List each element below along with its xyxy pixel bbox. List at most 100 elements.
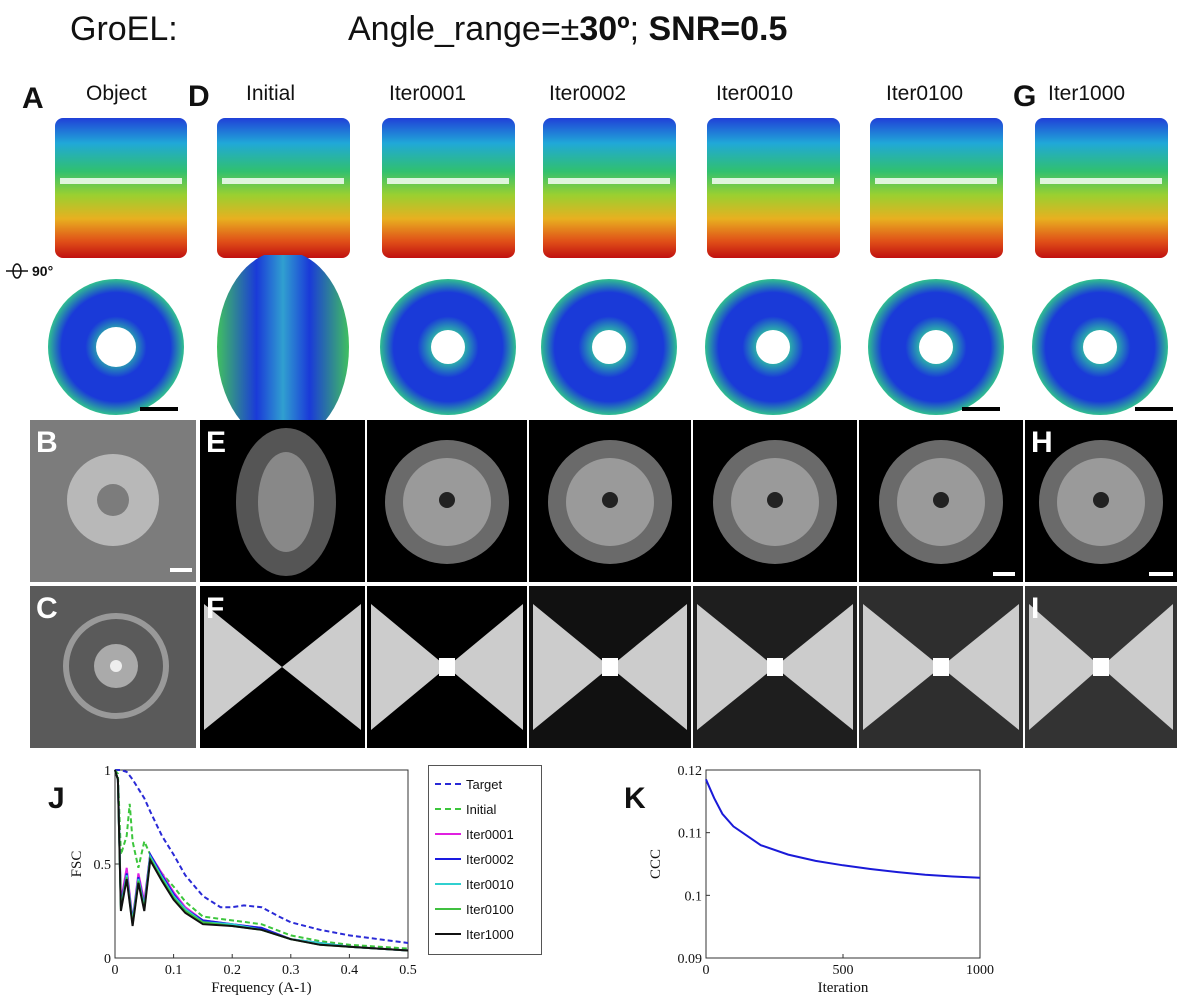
rotate-icon <box>6 263 28 279</box>
legend-swatch <box>435 808 461 810</box>
panel-label-b: B <box>36 426 58 459</box>
ccc-chart: 0 500 1000 0.09 0.1 0.11 0.12 Iteration CCC <box>648 764 994 996</box>
legend-item-iter0002: Iter0002 <box>435 849 514 869</box>
y-tick-label: 0.5 <box>94 858 112 873</box>
legend-swatch <box>435 908 461 910</box>
panel-c-spectrum: C <box>30 586 196 748</box>
legend-swatch <box>435 783 461 785</box>
rotation-indicator: 90° <box>6 262 53 280</box>
panel-label-i: I <box>1031 592 1040 625</box>
fsc-chart: 0 0.1 0.2 0.3 0.4 0.5 0 0.5 1 Frequency (A-1) FSC <box>69 764 417 996</box>
side-map-iter0001 <box>382 118 515 258</box>
legend-label: Initial <box>466 801 497 817</box>
column-label-iter0100: Iter0100 <box>886 82 964 105</box>
x-tick-label: 0.2 <box>223 963 241 978</box>
y-tick-label: 0.11 <box>678 827 702 842</box>
panel-label-h: H <box>1031 426 1053 459</box>
top-map-iter0010 <box>705 279 841 415</box>
side-map-iter0100 <box>870 118 1003 258</box>
legend-swatch <box>435 933 461 935</box>
side-map-iter1000 <box>1035 118 1168 258</box>
x-tick-label: 1000 <box>966 963 994 978</box>
legend-item-iter0010: Iter0010 <box>435 874 514 894</box>
legend-label: Iter0010 <box>466 876 514 892</box>
column-label-iter1000: Iter1000 <box>1048 82 1126 105</box>
panel-f-iter0010 <box>693 586 857 748</box>
x-tick-label: 0.1 <box>165 963 183 978</box>
panel-label-c: C <box>36 592 58 625</box>
x-tick-label: 0 <box>703 963 710 978</box>
legend-swatch <box>435 883 461 885</box>
fsc-legend: Target Initial Iter0001 Iter0002 Iter0010 Ite… <box>428 765 542 955</box>
panel-f-iter0002 <box>529 586 691 748</box>
legend-swatch <box>435 833 461 835</box>
top-map-object <box>48 279 184 415</box>
side-map-initial <box>217 118 350 258</box>
panel-e-iter0002 <box>529 420 691 582</box>
series-line-iter1000 <box>114 769 409 952</box>
panel-f-iter0100 <box>859 586 1023 748</box>
series-line-initial <box>114 769 409 950</box>
figure-title-right: Angle_range=±30º; SNR=0.5 <box>348 10 787 49</box>
figure-title-left: GroEL: <box>70 10 178 48</box>
y-tick-label: 0.09 <box>678 952 703 967</box>
snr-value: SNR=0.5 <box>648 10 788 48</box>
top-map-iter0100 <box>868 279 1004 415</box>
panel-label-e: E <box>206 426 227 459</box>
panel-e-iter0010 <box>693 420 857 582</box>
panel-f-initial: F <box>200 586 365 748</box>
side-view-row <box>55 118 1168 258</box>
angle-value: 30º <box>579 10 630 48</box>
column-label-object: Object <box>86 82 147 105</box>
legend-label: Target <box>466 776 503 792</box>
top-map-iter1000 <box>1032 279 1168 415</box>
legend-item-iter0100: Iter0100 <box>435 899 514 919</box>
y-axis-label: FSC <box>69 851 85 878</box>
x-axis-label: Frequency (A-1) <box>211 980 311 996</box>
panel-i-spectrum: I <box>1025 586 1177 748</box>
panel-h-slice: H <box>1025 420 1177 582</box>
y-tick-label: 0.12 <box>678 764 703 779</box>
top-map-initial <box>217 255 349 435</box>
legend-item-initial: Initial <box>435 799 496 819</box>
panel-label-a: A <box>22 82 44 115</box>
legend-label: Iter1000 <box>466 926 514 942</box>
legend-item-iter1000: Iter1000 <box>435 924 514 944</box>
scale-bar-g <box>1135 407 1173 411</box>
top-map-iter0002 <box>541 279 677 415</box>
top-view-row <box>48 255 1173 435</box>
legend-item-iter0001: Iter0001 <box>435 824 514 844</box>
scale-bar-h <box>1149 572 1173 576</box>
scale-bar-d <box>962 407 1000 411</box>
x-axis-label: Iteration <box>818 980 869 996</box>
x-tick-label: 0.5 <box>399 963 417 978</box>
legend-item-target: Target <box>435 774 502 794</box>
scale-bar-a <box>140 407 178 411</box>
panel-e-initial: E <box>200 420 365 582</box>
angle-range-label: Angle_range=± <box>348 10 580 48</box>
x-tick-label: 0 <box>112 963 119 978</box>
scale-bar-e <box>993 572 1015 576</box>
title-separator: ; <box>629 10 649 48</box>
panel-label-d: D <box>188 80 210 113</box>
column-label-iter0001: Iter0001 <box>389 82 467 105</box>
side-map-iter0002 <box>543 118 676 258</box>
series-line-target <box>115 769 409 944</box>
scale-bar-b <box>170 568 192 572</box>
panel-label-f: F <box>206 592 225 625</box>
column-label-iter0002: Iter0002 <box>549 82 627 105</box>
plot-frame <box>705 769 981 959</box>
x-tick-label: 0.3 <box>282 963 300 978</box>
panel-f-iter0001 <box>367 586 527 748</box>
y-tick-label: 0.1 <box>685 889 703 904</box>
legend-label: Iter0100 <box>466 901 514 917</box>
side-map-iter0010 <box>707 118 840 258</box>
legend-swatch <box>435 858 461 860</box>
legend-label: Iter0002 <box>466 851 514 867</box>
top-map-iter0001 <box>380 279 516 415</box>
panel-e-iter0100 <box>859 420 1023 582</box>
panel-label-j: J <box>48 782 65 815</box>
y-axis-label: CCC <box>648 849 664 879</box>
panel-label-g: G <box>1013 80 1037 113</box>
panel-label-k: K <box>624 782 646 815</box>
